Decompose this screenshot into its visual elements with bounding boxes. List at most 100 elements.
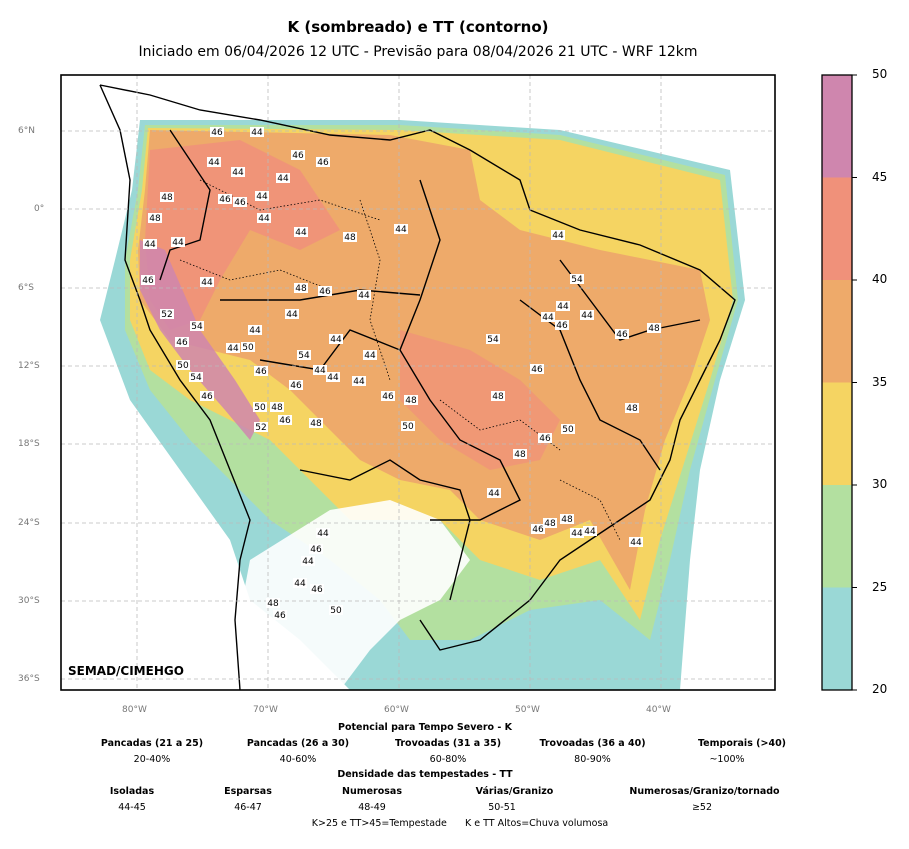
tt-contour-label: 48	[648, 324, 660, 334]
tt-contour-label: 44	[327, 373, 339, 383]
tt-label-bg	[291, 150, 305, 160]
tt-contour-label: 44	[364, 351, 376, 361]
tt-label-bg	[401, 421, 415, 431]
tt-contour-label: 44	[294, 579, 306, 589]
lat-label: 6°S	[18, 283, 34, 293]
k-legend-label: Trovoadas (36 a 40)	[539, 738, 646, 749]
tt-contour-label: 44	[630, 538, 642, 548]
tt-label-bg	[531, 524, 545, 534]
tt-contour-label: 48	[626, 404, 638, 414]
tt-contour-label: 46	[311, 585, 323, 595]
tt-contour-label: 44	[232, 168, 244, 178]
tt-label-bg	[200, 391, 214, 401]
tt-contour-label: 46	[319, 287, 331, 297]
tt-label-bg	[556, 301, 570, 311]
k-shading-45-50	[140, 240, 260, 440]
tt-legend-value: 48-49	[358, 802, 386, 813]
tt-label-bg	[647, 323, 661, 333]
tt-contour-label: 44	[358, 291, 370, 301]
tt-label-bg	[491, 391, 505, 401]
tt-contour-label: 46	[201, 392, 213, 402]
tt-contour-label: 54	[191, 322, 203, 332]
tt-contour-label: 46	[142, 276, 154, 286]
tt-contour-label: 44	[251, 128, 263, 138]
tt-contour-label: 48	[561, 515, 573, 525]
tt-label-bg	[160, 309, 174, 319]
tt-contour-label: 54	[298, 351, 310, 361]
tt-legend-value: 50-51	[488, 802, 516, 813]
tt-legend-value: ≥52	[691, 802, 713, 813]
colorbar	[822, 74, 857, 691]
k-legend-value: 20-40%	[133, 754, 171, 765]
k-legend-value: ~100%	[709, 754, 745, 765]
tt-contour-label: 44	[144, 240, 156, 250]
tt-contour-label: 44	[353, 377, 365, 387]
tt-label-bg	[583, 526, 597, 536]
tt-contour-label: 50	[242, 343, 254, 353]
tt-legend-label: Numerosas	[342, 786, 402, 797]
tt-contour-label: 54	[487, 335, 499, 345]
tt-contour-label: 46	[176, 338, 188, 348]
tt-contour-label: 44	[302, 557, 314, 567]
tt-label-bg	[189, 372, 203, 382]
graticule	[61, 75, 775, 690]
tt-label-bg	[313, 365, 327, 375]
tt-label-bg	[310, 584, 324, 594]
tt-contour-label: 44	[227, 344, 239, 354]
tt-contour-label: 46	[292, 151, 304, 161]
lon-label: 80°W	[122, 705, 147, 715]
tt-label-bg	[231, 167, 245, 177]
tt-legend-label: Esparsas	[224, 786, 272, 797]
colorbar-segment	[822, 485, 852, 588]
colorbar-segment	[822, 587, 852, 690]
tt-contour-label: 48	[295, 284, 307, 294]
tt-label-bg	[255, 191, 269, 201]
k-legend-value: 40-60%	[279, 754, 317, 765]
k-legend-label: Temporais (>40)	[697, 738, 787, 749]
tt-label-bg	[538, 433, 552, 443]
tt-contour-label: 50	[562, 425, 574, 435]
tt-label-bg	[329, 334, 343, 344]
tt-contour-label: 50	[254, 403, 266, 413]
tt-legend-value: 46-47	[234, 802, 262, 813]
lon-label: 50°W	[515, 705, 540, 715]
tt-legend-value: 44-45	[118, 802, 146, 813]
lon-label: 40°W	[646, 705, 671, 715]
tt-label-bg	[294, 283, 308, 293]
tt-contour-label: 46	[279, 416, 291, 426]
tt-label-bg	[253, 402, 267, 412]
tt-contour-label: 44	[208, 158, 220, 168]
lon-label: 70°W	[253, 705, 278, 715]
tt-contour-label: 48	[161, 193, 173, 203]
tt-label-bg	[555, 320, 569, 330]
tt-label-bg	[270, 402, 284, 412]
tt-label-bg	[318, 286, 332, 296]
tt-label-bg	[615, 329, 629, 339]
lat-label: 6°N	[18, 126, 35, 136]
colorbar-segment	[822, 382, 852, 485]
tt-label-bg	[273, 610, 287, 620]
lat-label: 36°S	[18, 674, 40, 684]
lat-label: 12°S	[18, 361, 40, 371]
tt-label-bg	[293, 578, 307, 588]
tt-contour-label: 52	[255, 423, 266, 433]
tt-contour-label: 44	[314, 366, 326, 376]
tt-label-bg	[541, 312, 555, 322]
colorbar-tick: 40	[872, 272, 888, 286]
tt-label-bg	[190, 321, 204, 331]
tt-label-bg	[176, 360, 190, 370]
unshaded-area-argentina	[235, 500, 470, 690]
lat-label: 18°S	[18, 439, 40, 449]
tt-label-bg	[629, 537, 643, 547]
tt-legend-label: Numerosas/Granizo/tornado	[629, 786, 780, 797]
tt-contour-label: 46	[556, 321, 568, 331]
tt-contour-label: 46	[317, 158, 329, 168]
tt-contour-label: 44	[249, 326, 261, 336]
k-legend-label: Trovoadas (31 a 35)	[394, 738, 502, 749]
tt-label-bg	[326, 372, 340, 382]
tt-contour-label: 46	[274, 611, 286, 621]
tt-contour-label: 48	[492, 392, 504, 402]
lat-label: 24°S	[18, 518, 40, 528]
